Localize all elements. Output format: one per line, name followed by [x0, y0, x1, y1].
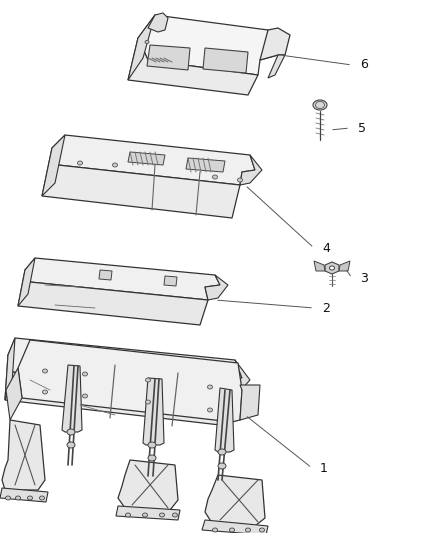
Ellipse shape [173, 513, 177, 517]
Ellipse shape [67, 429, 75, 435]
Polygon shape [164, 276, 177, 286]
Ellipse shape [237, 178, 243, 182]
Ellipse shape [28, 496, 32, 500]
Ellipse shape [42, 390, 47, 394]
Ellipse shape [159, 513, 165, 517]
Text: 6: 6 [360, 59, 368, 71]
Polygon shape [240, 385, 260, 420]
Polygon shape [8, 338, 242, 395]
Ellipse shape [145, 378, 151, 382]
Ellipse shape [329, 266, 335, 270]
Ellipse shape [67, 442, 75, 448]
Polygon shape [215, 388, 234, 452]
Polygon shape [260, 28, 290, 60]
Ellipse shape [218, 463, 226, 469]
Ellipse shape [246, 528, 251, 532]
Polygon shape [268, 55, 285, 78]
Ellipse shape [218, 449, 226, 455]
Ellipse shape [313, 100, 327, 110]
Ellipse shape [126, 513, 131, 517]
Ellipse shape [212, 528, 218, 532]
Polygon shape [42, 135, 65, 196]
Ellipse shape [6, 496, 11, 500]
Polygon shape [18, 340, 242, 422]
Ellipse shape [148, 442, 156, 448]
Polygon shape [203, 48, 248, 73]
Polygon shape [5, 338, 15, 400]
Polygon shape [99, 270, 112, 280]
Ellipse shape [145, 400, 151, 404]
Polygon shape [2, 420, 45, 490]
Ellipse shape [259, 528, 265, 532]
Ellipse shape [42, 369, 47, 373]
Ellipse shape [208, 385, 212, 389]
Polygon shape [148, 13, 168, 32]
Text: 2: 2 [322, 302, 330, 314]
Ellipse shape [230, 528, 234, 532]
Polygon shape [240, 155, 262, 185]
Text: 1: 1 [320, 462, 328, 474]
Polygon shape [0, 488, 48, 502]
Polygon shape [6, 368, 22, 420]
Polygon shape [128, 152, 165, 165]
Polygon shape [202, 520, 268, 533]
Ellipse shape [15, 496, 21, 500]
Polygon shape [18, 270, 208, 325]
Polygon shape [128, 15, 155, 80]
Polygon shape [314, 261, 325, 271]
Polygon shape [52, 135, 255, 185]
Polygon shape [225, 360, 250, 395]
Ellipse shape [39, 496, 45, 500]
Polygon shape [116, 506, 180, 520]
Polygon shape [118, 460, 178, 510]
Ellipse shape [208, 408, 212, 412]
Ellipse shape [113, 163, 117, 167]
Text: 4: 4 [322, 241, 330, 254]
Polygon shape [339, 261, 350, 271]
Polygon shape [147, 45, 190, 70]
Polygon shape [138, 15, 278, 75]
Polygon shape [143, 378, 164, 445]
Polygon shape [205, 275, 228, 300]
Ellipse shape [82, 372, 88, 376]
Ellipse shape [148, 455, 156, 461]
Polygon shape [25, 258, 220, 300]
Text: 5: 5 [358, 122, 366, 134]
Ellipse shape [78, 161, 82, 165]
Text: 3: 3 [360, 271, 368, 285]
Ellipse shape [82, 394, 88, 398]
Ellipse shape [212, 175, 218, 179]
Polygon shape [42, 148, 240, 218]
Polygon shape [62, 365, 82, 432]
Ellipse shape [142, 513, 148, 517]
Polygon shape [5, 355, 228, 425]
Polygon shape [128, 38, 258, 95]
Polygon shape [325, 262, 339, 274]
Polygon shape [186, 158, 225, 172]
Polygon shape [205, 475, 265, 526]
Polygon shape [18, 258, 35, 306]
Ellipse shape [145, 41, 149, 44]
